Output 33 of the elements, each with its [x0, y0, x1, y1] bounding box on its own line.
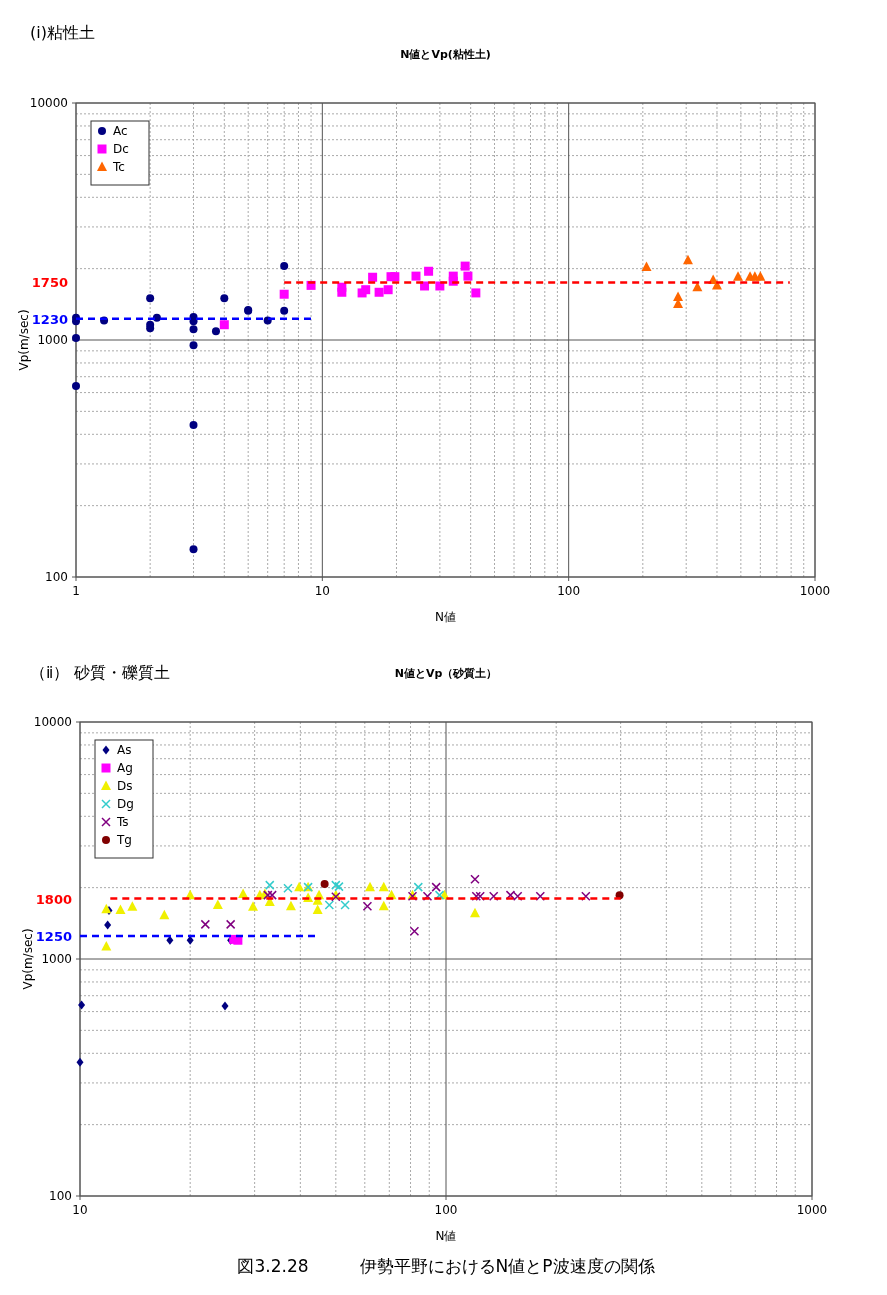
legend-label: Ac	[113, 124, 128, 138]
chart-title: N値とVp(粘性土)	[400, 48, 491, 61]
legend-label: Ds	[117, 779, 133, 793]
x-tick-label: 10	[72, 1203, 88, 1217]
legend-label: Dc	[113, 142, 129, 156]
x-tick-label: 100	[557, 584, 581, 598]
text: （ⅱ） 砂質・礫質土	[30, 663, 171, 682]
y-tick-label: 1000	[37, 333, 68, 347]
y-tick-label: 10000	[33, 715, 72, 729]
legend-label: As	[117, 743, 132, 757]
y-axis-title: Vp(m/sec)	[21, 928, 35, 990]
y-tick-label: 100	[45, 570, 68, 584]
y-tick-label: 100	[49, 1189, 72, 1203]
x-tick-label: 100	[434, 1203, 458, 1217]
legend-label: Dg	[117, 797, 134, 811]
series-label: 1250	[35, 929, 72, 945]
y-tick-label: 10000	[29, 96, 68, 110]
legend-label: Tg	[116, 833, 132, 847]
x-tick-label: 1000	[799, 584, 831, 598]
y-tick-label: 1000	[41, 952, 72, 966]
x-tick-label: 10	[314, 584, 330, 598]
chart-title: N値とVp（砂質土）	[394, 667, 498, 680]
x-axis-title: N値	[435, 610, 456, 624]
caption: 図3.2.28 伊勢平野におけるN値とP波速度の関係	[237, 1256, 655, 1276]
x-tick-label: 1000	[796, 1203, 828, 1217]
y-axis-title: Vp(m/sec)	[17, 309, 31, 371]
text: (i)粘性土	[30, 23, 95, 42]
legend-label: Ag	[117, 761, 133, 775]
x-axis-title: N値	[435, 1229, 457, 1243]
x-tick-label: 1	[72, 584, 80, 598]
legend-label: Tc	[112, 160, 125, 174]
series-label: 1230	[31, 311, 68, 327]
legend-label: Ts	[116, 815, 129, 829]
